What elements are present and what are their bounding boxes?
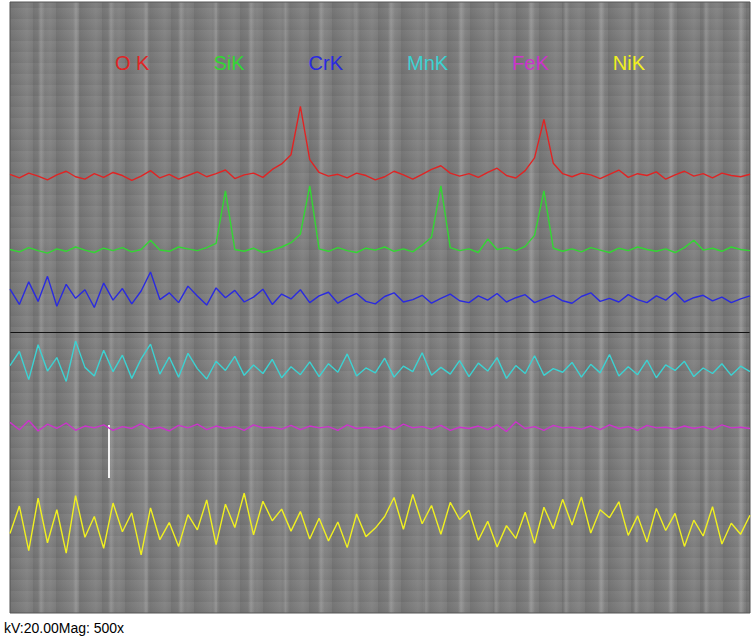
svg-text:O K: O K xyxy=(115,52,150,74)
html-text:kV:20.00Mag: 500x: kV:20.00Mag: 500x xyxy=(4,620,125,636)
svg-text:SiK: SiK xyxy=(213,52,245,74)
svg-text:NiK: NiK xyxy=(613,52,646,74)
svg-text:CrK: CrK xyxy=(309,52,344,74)
svg-text:FeK: FeK xyxy=(512,52,549,74)
svg-text:MnK: MnK xyxy=(407,52,449,74)
